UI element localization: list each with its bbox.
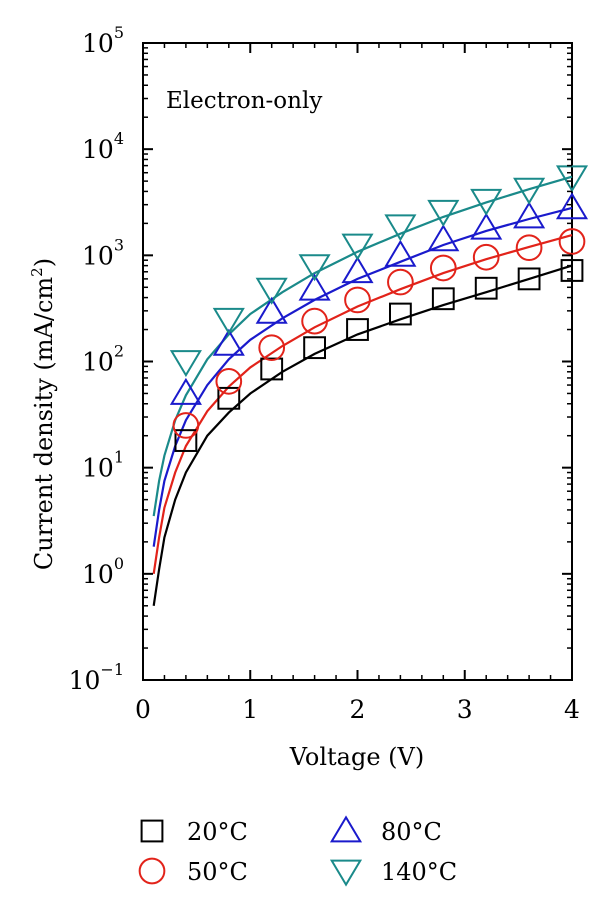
data-point-series-2 <box>429 254 457 282</box>
y-axis-title-end: ) <box>30 258 58 267</box>
data-point-series-1 <box>260 357 284 381</box>
x-tick-label: 0 <box>135 695 151 724</box>
legend-label-series-4: 140°C <box>381 858 457 886</box>
y-tick-label: 105 <box>82 23 124 58</box>
data-point-series-2 <box>472 243 500 271</box>
y-tick-base: 10 <box>69 666 101 695</box>
y-tick-exponent: 1 <box>114 448 124 467</box>
data-point-series-2 <box>301 307 328 335</box>
y-tick-exponent: 4 <box>114 129 124 148</box>
annotation-electron-only: Electron-only <box>166 88 322 114</box>
data-point-series-3 <box>470 212 503 240</box>
y-tick-exponent: 0 <box>114 554 124 573</box>
data-point-series-2 <box>258 334 286 362</box>
data-point-series-4 <box>255 277 288 305</box>
y-axis-title: Current density (mA/cm2) <box>28 258 58 570</box>
data-point-series-4 <box>341 233 374 261</box>
y-tick-exponent: 2 <box>114 342 124 361</box>
data-point-series-1 <box>431 287 455 311</box>
x-tick-label: 4 <box>564 695 580 724</box>
legend: 20°C 50°C 80°C 140°C <box>138 815 457 887</box>
legend-marker-series-4 <box>329 859 363 887</box>
y-tick-label: 10−1 <box>69 660 124 695</box>
data-point-series-4 <box>427 199 460 227</box>
plot-area <box>142 42 589 681</box>
data-point-series-2 <box>172 412 200 439</box>
data-point-series-2 <box>515 234 543 262</box>
fit-line-series-4 <box>152 175 573 517</box>
x-axis-title: Voltage (V) <box>289 743 424 771</box>
data-point-series-3 <box>555 192 589 220</box>
data-point-series-3 <box>212 328 245 356</box>
plot-frame <box>142 42 573 681</box>
y-tick-exponent: −1 <box>100 660 124 679</box>
y-tick-label: 101 <box>82 448 124 483</box>
data-point-series-1 <box>389 302 412 326</box>
y-tick-base: 10 <box>82 560 114 589</box>
y-tick-exponent: 5 <box>114 23 124 42</box>
data-point-series-4 <box>513 177 546 205</box>
legend-marker-series-2 <box>138 857 166 885</box>
y-tick-base: 10 <box>82 241 114 270</box>
y-tick-base: 10 <box>82 454 114 483</box>
data-point-series-3 <box>384 239 417 267</box>
legend-marker-series-1 <box>140 819 164 843</box>
legend-label-series-3: 80°C <box>381 818 442 846</box>
legend-label-series-2: 50°C <box>187 858 248 886</box>
data-point-series-4 <box>169 350 202 378</box>
data-point-series-4 <box>470 188 503 216</box>
fit-line-series-2 <box>152 234 573 574</box>
legend-label-series-1: 20°C <box>187 818 248 846</box>
y-tick-label: 104 <box>82 129 124 164</box>
x-tick-label: 2 <box>350 695 366 724</box>
y-tick-base: 10 <box>82 29 114 58</box>
data-point-series-3 <box>169 377 202 405</box>
data-point-series-3 <box>255 296 288 324</box>
y-tick-base: 10 <box>82 348 114 377</box>
data-point-series-3 <box>341 256 374 284</box>
data-point-series-1 <box>346 318 369 341</box>
y-tick-label: 103 <box>82 235 124 270</box>
data-point-series-2 <box>558 228 586 255</box>
data-point-series-1 <box>474 276 498 300</box>
x-tick-labels: 0 1 2 3 4 <box>135 695 580 724</box>
fit-lines <box>152 175 573 606</box>
y-tick-exponent: 3 <box>114 235 124 254</box>
data-point-series-1 <box>303 336 327 360</box>
data-point-series-2 <box>344 286 371 314</box>
data-point-series-2 <box>215 368 243 395</box>
data-point-series-4 <box>384 214 417 242</box>
data-point-series-1 <box>174 429 198 452</box>
y-tick-label: 102 <box>82 342 124 377</box>
legend-marker-series-3 <box>329 815 363 843</box>
x-tick-label: 1 <box>242 695 258 724</box>
data-point-series-4 <box>212 307 245 335</box>
y-axis-title-main: Current density (mA/cm <box>30 277 58 571</box>
fit-line-series-1 <box>152 264 573 606</box>
data-markers <box>169 165 589 452</box>
data-point-series-1 <box>517 267 541 291</box>
data-point-series-2 <box>387 268 414 296</box>
data-point-series-3 <box>513 201 546 229</box>
data-point-series-3 <box>298 273 331 301</box>
y-tick-base: 10 <box>82 135 114 164</box>
data-point-series-4 <box>298 254 331 282</box>
axis-ticks <box>142 42 573 681</box>
y-axis-title-sup: 2 <box>28 267 46 277</box>
y-tick-label: 100 <box>82 554 124 589</box>
data-point-series-1 <box>217 386 241 410</box>
x-tick-label: 3 <box>457 695 473 724</box>
data-point-series-3 <box>427 224 460 252</box>
fit-line-series-3 <box>152 206 573 547</box>
